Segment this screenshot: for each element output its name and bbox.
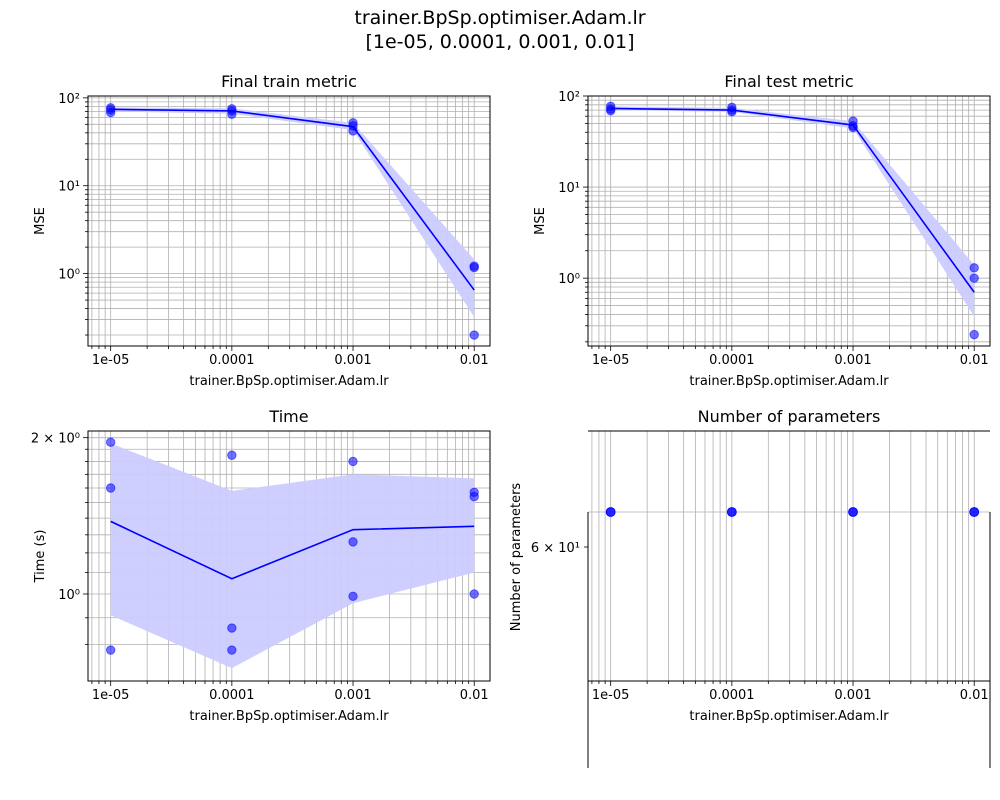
mean-line (610, 107, 975, 293)
data-point (848, 122, 858, 133)
y-tick-label: 10² (58, 92, 80, 107)
x-axis-label: trainer.BpSp.optimiser.Adam.lr (189, 709, 389, 724)
y-tick-label: 10⁰ (58, 268, 80, 283)
y-tick-label: 10¹ (58, 180, 80, 195)
x-tick-label: 0.01 (960, 353, 989, 368)
data-point (105, 437, 116, 447)
figure-title: trainer.BpSp.optimiser.Adam.lr [1e-05, 0… (0, 6, 1000, 54)
data-point (105, 483, 116, 493)
data-point (969, 263, 979, 273)
subplot-title: Number of parameters (698, 407, 881, 426)
data-point (227, 109, 237, 120)
data-point (469, 262, 479, 273)
y-tick-label: 2 × 10⁰ (31, 432, 80, 447)
y-axis-label: MSE (33, 207, 48, 235)
data-point (348, 456, 358, 467)
x-axis-label: trainer.BpSp.optimiser.Adam.lr (189, 374, 389, 389)
data-point (605, 507, 616, 517)
data-point (969, 507, 980, 517)
figure-title-line-2: [1e-05, 0.0001, 0.001, 0.01] (365, 31, 635, 53)
y-tick-label: 10⁰ (558, 272, 580, 287)
x-tick-label: 1e-05 (592, 353, 630, 368)
subplot-4: 1e-05 0.0001 0.001 0.01 6 × 10¹ Number of par… (509, 407, 991, 768)
x-axis-label: trainer.BpSp.optimiser.Adam.lr (689, 709, 889, 724)
subplot-title: Time (268, 407, 308, 426)
y-tick-label: 6 × 10¹ (531, 541, 580, 556)
data-point (227, 450, 237, 460)
data-point (105, 107, 116, 118)
confidence-band (110, 107, 475, 318)
subplot-title: Final train metric (221, 72, 357, 91)
data-point (105, 645, 116, 655)
data-point (348, 126, 358, 136)
y-tick-label: 10² (558, 90, 580, 105)
y-axis-label: Number of parameters (509, 483, 524, 632)
x-tick-label: 0.01 (960, 688, 989, 703)
data-point (348, 537, 358, 547)
mean-line (110, 108, 475, 291)
axes-frame (87, 430, 491, 682)
data-point (605, 105, 616, 116)
x-tick-label: 0.001 (834, 688, 871, 703)
data-point (469, 589, 479, 599)
mean-line (110, 520, 475, 580)
data-point (469, 491, 479, 502)
data-point (348, 591, 358, 601)
y-tick-label: 10⁰ (58, 588, 80, 603)
y-tick-label: 10¹ (558, 181, 580, 196)
x-tick-label: 1e-05 (592, 688, 630, 703)
grid (588, 431, 990, 681)
subplot-2: 1e-05 0.0001 0.001 0.01 10⁰ 10¹ 10² Final test … (533, 72, 991, 389)
x-tick-label: 0.001 (334, 688, 371, 703)
x-tick-label: 0.01 (460, 353, 489, 368)
x-axis-label: trainer.BpSp.optimiser.Adam.lr (689, 374, 889, 389)
data-point (848, 507, 858, 517)
data-point (469, 330, 479, 340)
grid (88, 96, 490, 346)
x-tick-label: 1e-05 (92, 353, 130, 368)
x-tick-label: 0.001 (834, 353, 871, 368)
subplot-3: 1e-05 0.0001 0.001 0.01 10⁰ 2 × 10⁰ Time traine… (31, 407, 491, 724)
x-tick-label: 0.0001 (709, 688, 755, 703)
x-tick-label: 0.01 (460, 688, 489, 703)
y-axis-label: MSE (533, 207, 548, 235)
x-tick-label: 0.0001 (209, 688, 255, 703)
figure-title-line-1: trainer.BpSp.optimiser.Adam.lr (354, 7, 646, 29)
subplot-title: Final test metric (724, 72, 853, 91)
data-point (726, 507, 737, 517)
data-point (227, 645, 237, 655)
x-tick-label: 0.001 (334, 353, 371, 368)
x-tick-label: 0.0001 (709, 353, 755, 368)
subplot-1: 1e-05 0.0001 0.001 0.01 10⁰ 10¹ 10² Final train… (33, 72, 491, 389)
x-tick-label: 1e-05 (92, 688, 130, 703)
data-point (969, 329, 979, 340)
data-point (227, 623, 237, 633)
data-point (969, 273, 979, 283)
y-axis-label: Time (s) (33, 530, 48, 584)
confidence-band (610, 106, 975, 317)
data-point (727, 107, 737, 117)
confidence-band (110, 443, 475, 669)
x-tick-label: 0.0001 (209, 353, 255, 368)
axes-frame (587, 95, 991, 347)
